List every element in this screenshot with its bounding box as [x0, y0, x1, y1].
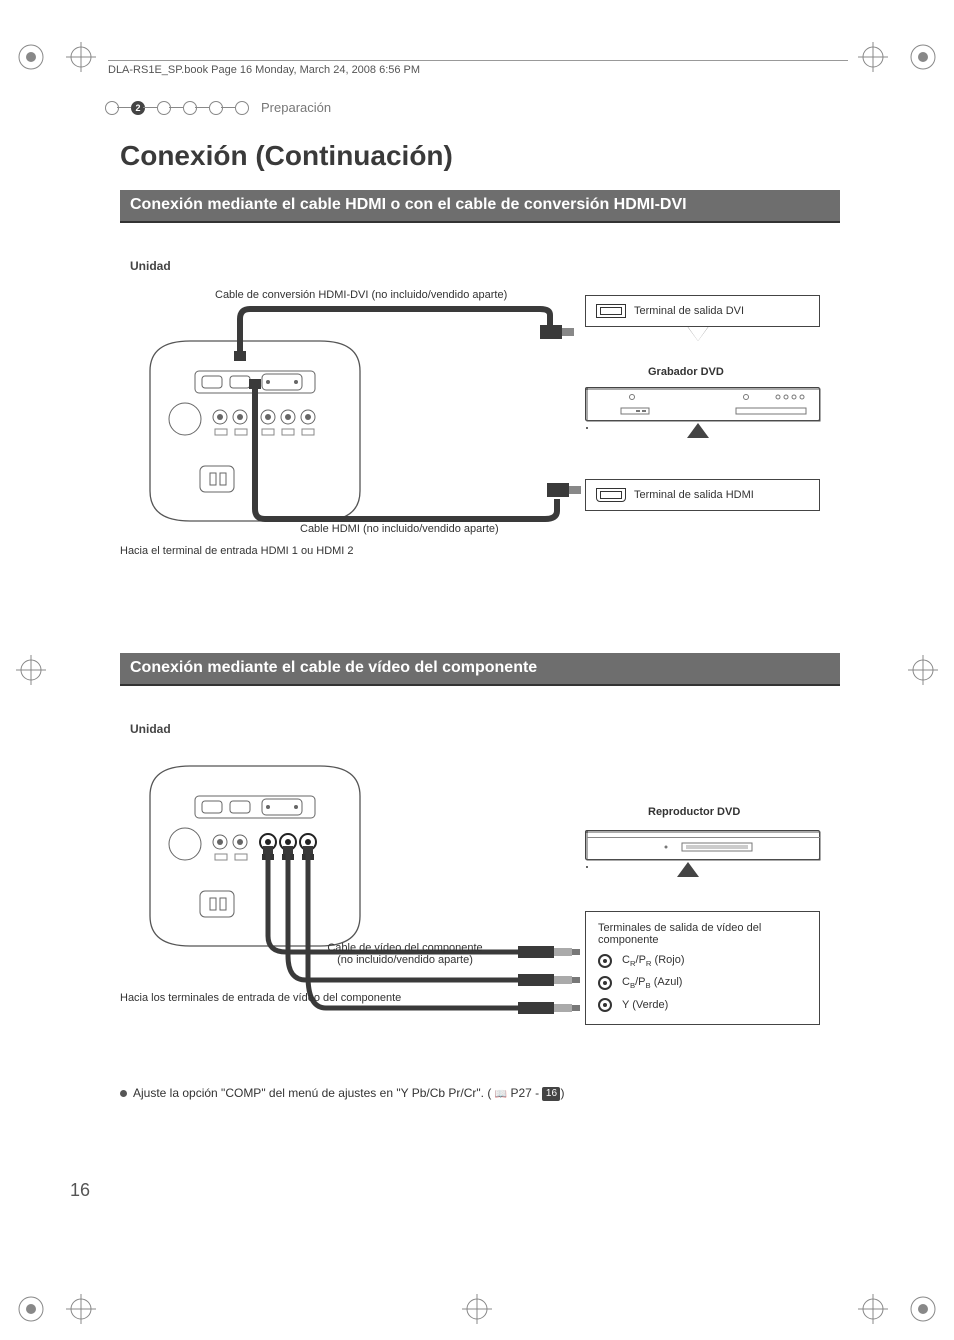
section1-banner: Conexión mediante el cable HDMI o con el…	[120, 190, 840, 223]
crop-mark-icon	[66, 1294, 96, 1324]
crop-mark-icon	[858, 42, 888, 72]
step-number: 2	[135, 103, 140, 113]
crop-mark-icon	[908, 655, 938, 685]
hdmi-dvi-cable-label: Cable de conversión HDMI-DVI (no incluid…	[215, 289, 507, 301]
component-green-label: Y (Verde)	[622, 999, 668, 1011]
crop-mark-icon	[858, 1294, 888, 1324]
page-title: Conexión (Continuación)	[120, 140, 840, 172]
step-connector	[117, 107, 131, 108]
callout-pointer-icon	[678, 862, 698, 876]
note-text: Ajuste la opción "COMP" del menú de ajus…	[133, 1086, 491, 1100]
section2-diagram: Cable de vídeo del componente (no inclui…	[120, 746, 820, 1076]
section1-unit-label: Unidad	[130, 259, 840, 273]
step-connector	[195, 107, 209, 108]
component-terminal-blue: CB/PB (Azul)	[598, 976, 807, 990]
comp-setting-note: Ajuste la opción "COMP" del menú de ajus…	[120, 1086, 840, 1101]
step-label: Preparación	[261, 100, 331, 115]
rca-jack-icon	[598, 976, 612, 990]
step-connector	[169, 107, 183, 108]
component-blue-label: CB/PB (Azul)	[622, 976, 682, 990]
section2-unit-label: Unidad	[130, 722, 840, 736]
hdmi-port-icon	[596, 488, 626, 502]
crop-mark-icon	[66, 42, 96, 72]
component-red-label: CR/PR (Rojo)	[622, 954, 685, 968]
callout-pointer-icon	[688, 423, 708, 437]
component-input-note: Hacia los terminales de entrada de vídeo…	[120, 992, 401, 1004]
dvi-output-box: Terminal de salida DVI	[585, 295, 820, 327]
section2-banner: Conexión mediante el cable de vídeo del …	[120, 653, 840, 686]
page-number: 16	[70, 1180, 90, 1201]
component-cable-label-line1: Cable de vídeo del componente	[327, 942, 482, 954]
note-page-ref: P27	[510, 1086, 531, 1100]
hdmi-output-label: Terminal de salida HDMI	[634, 489, 754, 501]
dvd-recorder-device	[585, 387, 820, 421]
step-bead	[235, 101, 249, 115]
crop-mark-icon	[16, 1294, 46, 1324]
dvi-output-label: Terminal de salida DVI	[634, 305, 744, 317]
note-tail: )	[560, 1086, 564, 1100]
running-head-text: DLA-RS1E_SP.book Page 16 Monday, March 2…	[108, 64, 420, 76]
note-item-ref: 16	[542, 1087, 560, 1101]
component-terminals-title: Terminales de salida de vídeo del compon…	[598, 922, 807, 946]
component-terminals-box: Terminales de salida de vídeo del compon…	[585, 911, 820, 1025]
hdmi-output-box: Terminal de salida HDMI	[585, 479, 820, 511]
hdmi-input-note: Hacia el terminal de entrada HDMI 1 ou H…	[120, 545, 354, 557]
dvi-port-icon	[596, 304, 626, 318]
dvd-recorder-label: Grabador DVD	[648, 366, 724, 378]
dvd-player-device	[585, 830, 820, 860]
step-connector	[221, 107, 235, 108]
hdmi-cable-label: Cable HDMI (no incluido/vendido aparte)	[300, 523, 499, 535]
hdmi-cable-icon	[245, 379, 585, 529]
component-terminal-red: CR/PR (Rojo)	[598, 954, 807, 968]
crop-mark-icon	[908, 1294, 938, 1324]
crop-mark-icon	[908, 42, 938, 72]
rca-jack-icon	[598, 954, 612, 968]
dvd-player-label: Reproductor DVD	[648, 806, 740, 818]
crop-mark-icon	[462, 1294, 492, 1324]
note-dash: -	[532, 1086, 543, 1100]
component-terminal-green: Y (Verde)	[598, 998, 807, 1012]
component-cable-icon	[260, 846, 600, 1036]
running-head: DLA-RS1E_SP.book Page 16 Monday, March 2…	[108, 60, 848, 76]
component-cable-label-line2: (no incluido/vendido aparte)	[337, 954, 473, 966]
section1-diagram: Cable de conversión HDMI-DVI (no incluid…	[120, 283, 820, 583]
crop-mark-icon	[16, 655, 46, 685]
hdmi-dvi-cable-icon	[230, 301, 580, 361]
crop-mark-icon	[16, 42, 46, 72]
component-cable-label: Cable de vídeo del componente (no inclui…	[315, 942, 495, 966]
callout-pointer-icon	[688, 327, 708, 341]
step-indicator: 2 Preparación	[105, 100, 331, 115]
step-connector	[143, 107, 157, 108]
bullet-icon	[120, 1090, 127, 1097]
rca-jack-icon	[598, 998, 612, 1012]
